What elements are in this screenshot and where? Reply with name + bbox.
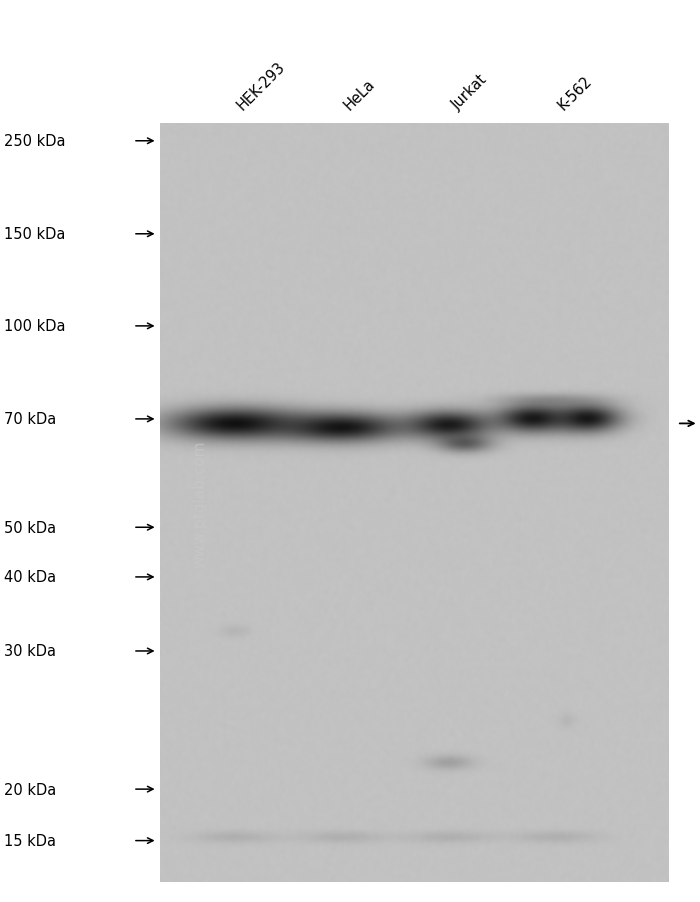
Text: HeLa: HeLa xyxy=(342,76,378,113)
Text: 50 kDa: 50 kDa xyxy=(4,520,55,535)
Text: 250 kDa: 250 kDa xyxy=(4,134,65,149)
Text: 40 kDa: 40 kDa xyxy=(4,570,55,584)
Text: www.ptglab.com: www.ptglab.com xyxy=(193,439,208,567)
Text: 15 kDa: 15 kDa xyxy=(4,833,55,848)
Text: HEK-293: HEK-293 xyxy=(234,59,288,113)
Text: 20 kDa: 20 kDa xyxy=(4,782,56,796)
Text: 100 kDa: 100 kDa xyxy=(4,319,65,334)
Text: K-562: K-562 xyxy=(555,73,595,113)
Text: 150 kDa: 150 kDa xyxy=(4,227,65,242)
Text: Jurkat: Jurkat xyxy=(449,72,490,113)
Text: 70 kDa: 70 kDa xyxy=(4,412,56,427)
Text: 30 kDa: 30 kDa xyxy=(4,644,55,658)
